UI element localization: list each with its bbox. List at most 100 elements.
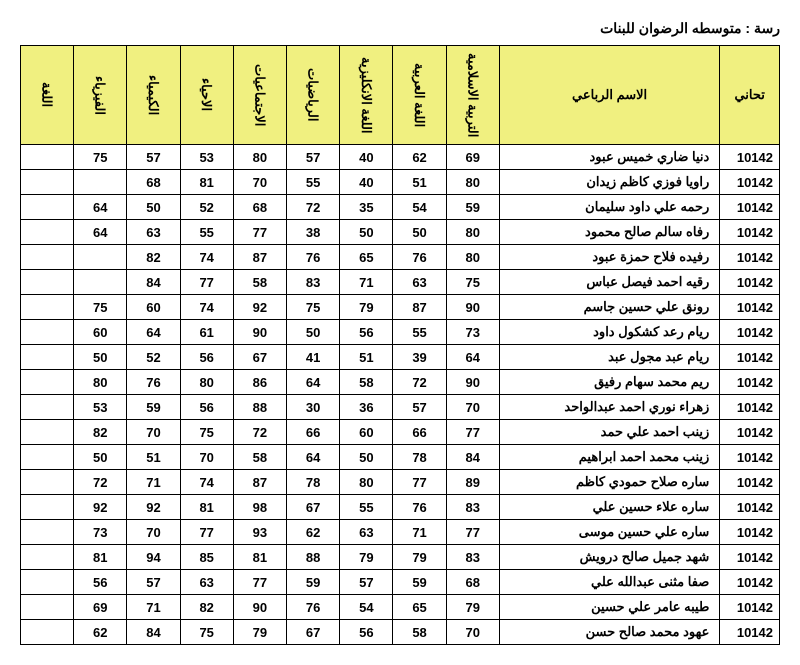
cell-score: 79 (393, 545, 446, 570)
cell-score: 74 (180, 295, 233, 320)
cell-score: 76 (127, 370, 180, 395)
cell-score: 59 (446, 195, 499, 220)
cell-score: 50 (340, 220, 393, 245)
cell-score: 50 (287, 320, 340, 345)
cell-score: 94 (127, 545, 180, 570)
cell-score: 67 (287, 620, 340, 645)
cell-student-name: رقيه احمد فيصل عباس (499, 270, 719, 295)
cell-score: 75 (180, 420, 233, 445)
header-exam-id: تحاني (720, 46, 780, 145)
cell-score: 58 (393, 620, 446, 645)
cell-score: 76 (287, 595, 340, 620)
cell-score: 65 (340, 245, 393, 270)
cell-student-name: شهد جميل صالح درويش (499, 545, 719, 570)
cell-score: 76 (287, 245, 340, 270)
cell-score: 64 (74, 195, 127, 220)
cell-exam-id: 10142 (720, 345, 780, 370)
table-row: 10142شهد جميل صالح درويش8379798881859481 (21, 545, 780, 570)
cell-score: 92 (74, 495, 127, 520)
cell-score: 81 (74, 545, 127, 570)
cell-score: 54 (340, 595, 393, 620)
cell-score: 83 (287, 270, 340, 295)
cell-score: 57 (127, 145, 180, 170)
cell-score: 35 (340, 195, 393, 220)
cell-score: 60 (74, 320, 127, 345)
cell-score: 86 (233, 370, 286, 395)
cell-score: 64 (287, 445, 340, 470)
cell-student-name: ريام عبد مجول عبد (499, 345, 719, 370)
cell-score: 58 (233, 445, 286, 470)
cell-score (74, 245, 127, 270)
table-row: 10142عهود محمد صالح حسن7058566779758462 (21, 620, 780, 645)
cell-student-name: رفيده فلاح حمزة عبود (499, 245, 719, 270)
cell-score: 75 (74, 145, 127, 170)
cell-score: 50 (393, 220, 446, 245)
cell-score: 75 (180, 620, 233, 645)
cell-score: 74 (180, 470, 233, 495)
cell-score: 90 (446, 370, 499, 395)
cell-score: 77 (446, 420, 499, 445)
cell-exam-id: 10142 (720, 570, 780, 595)
cell-score: 56 (340, 320, 393, 345)
cell-exam-id: 10142 (720, 620, 780, 645)
cell-score: 54 (393, 195, 446, 220)
table-row: 10142ساره علي حسين موسى7771636293777073 (21, 520, 780, 545)
cell-score: 70 (446, 395, 499, 420)
header-subject-5: الاحياء (180, 46, 233, 145)
cell-exam-id: 10142 (720, 195, 780, 220)
cell-score: 68 (446, 570, 499, 595)
cell-score: 67 (233, 345, 286, 370)
header-student-name: الاسم الرباعي (499, 46, 719, 145)
cell-score: 87 (233, 470, 286, 495)
cell-score: 50 (74, 445, 127, 470)
table-row: 10142ريام عبد مجول عبد6439514167565250 (21, 345, 780, 370)
cell-score: 81 (233, 545, 286, 570)
cell-score (21, 195, 74, 220)
cell-score: 67 (287, 495, 340, 520)
cell-score: 63 (393, 270, 446, 295)
cell-score: 63 (127, 220, 180, 245)
cell-score (21, 370, 74, 395)
cell-score: 40 (340, 145, 393, 170)
cell-score: 41 (287, 345, 340, 370)
cell-score: 68 (127, 170, 180, 195)
cell-score: 83 (446, 545, 499, 570)
table-row: 10142رقيه احمد فيصل عباس75637183587784 (21, 270, 780, 295)
cell-score: 81 (180, 495, 233, 520)
cell-score: 82 (74, 420, 127, 445)
cell-score: 73 (74, 520, 127, 545)
cell-student-name: راويا فوزي كاظم زيدان (499, 170, 719, 195)
cell-score: 62 (287, 520, 340, 545)
table-row: 10142رفيده فلاح حمزة عبود80766576877482 (21, 245, 780, 270)
cell-student-name: ساره صلاح حمودي كاظم (499, 470, 719, 495)
cell-score: 80 (446, 245, 499, 270)
cell-student-name: رحمه علي داود سليمان (499, 195, 719, 220)
cell-score: 88 (287, 545, 340, 570)
cell-student-name: رفاه سالم صالح محمود (499, 220, 719, 245)
cell-score: 90 (233, 595, 286, 620)
cell-score (21, 220, 74, 245)
cell-score: 79 (340, 545, 393, 570)
cell-score (21, 620, 74, 645)
cell-score: 69 (446, 145, 499, 170)
cell-score: 75 (446, 270, 499, 295)
grades-table: تحاني الاسم الرباعي التربية الاسلامية ال… (20, 45, 780, 645)
cell-score: 59 (127, 395, 180, 420)
cell-student-name: ساره علي حسين موسى (499, 520, 719, 545)
cell-score: 58 (233, 270, 286, 295)
cell-exam-id: 10142 (720, 445, 780, 470)
header-subject-1: اللغة العربية (393, 46, 446, 145)
cell-score: 70 (233, 170, 286, 195)
cell-score: 52 (180, 195, 233, 220)
cell-score: 80 (446, 220, 499, 245)
table-row: 10142رفاه سالم صالح محمود805050387755636… (21, 220, 780, 245)
header-subject-4: الاجتماعيات (233, 46, 286, 145)
cell-score: 77 (233, 570, 286, 595)
cell-exam-id: 10142 (720, 420, 780, 445)
cell-score: 61 (180, 320, 233, 345)
cell-score: 63 (180, 570, 233, 595)
cell-score (21, 170, 74, 195)
cell-score (21, 420, 74, 445)
cell-score: 85 (180, 545, 233, 570)
cell-exam-id: 10142 (720, 220, 780, 245)
